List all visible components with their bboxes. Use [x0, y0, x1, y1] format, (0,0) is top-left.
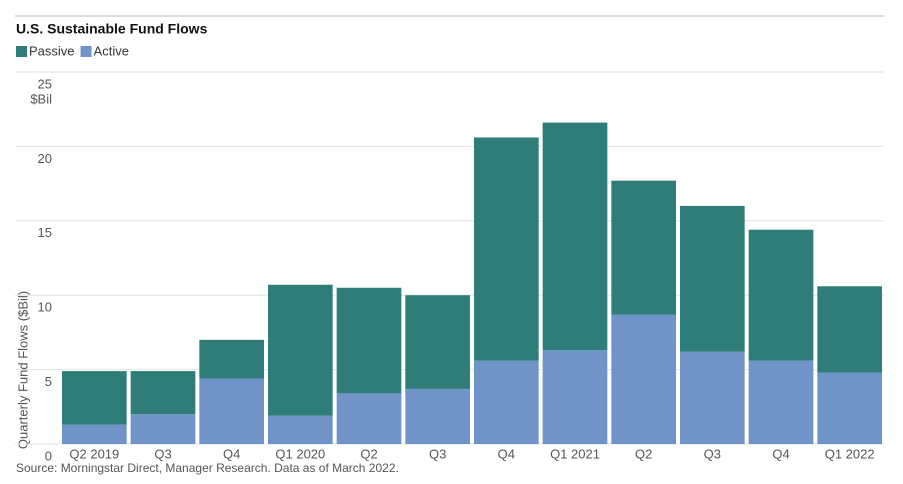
x-tick-label: Q4 — [772, 446, 789, 461]
legend-label: Passive — [29, 43, 75, 58]
bar-segment — [199, 339, 264, 379]
y-tick-label: 10 — [38, 300, 52, 315]
x-tick-label: Q2 — [635, 446, 652, 461]
bar-segment — [611, 314, 676, 444]
bar-segment — [542, 350, 608, 444]
bar-segment — [130, 371, 196, 415]
source-note: Source: Morningstar Direct, Manager Rese… — [16, 461, 399, 475]
y-tick-label: 20 — [38, 151, 52, 166]
bar-segment — [130, 414, 196, 444]
bar-segment — [62, 424, 127, 444]
legend-label: Active — [94, 43, 129, 58]
bar-segment — [474, 360, 539, 444]
y-tick-label: 0 — [45, 448, 52, 463]
y-unit: $Bil — [30, 91, 52, 106]
bar-segment — [680, 205, 745, 352]
x-tick-label: Q4 — [223, 446, 240, 461]
bar-segment — [542, 122, 608, 351]
y-tick-label: 25 — [38, 76, 52, 91]
bar-segment — [62, 371, 127, 425]
x-tick-label: Q2 2019 — [69, 446, 119, 461]
bar-segment — [474, 137, 539, 361]
y-tick-label: 5 — [45, 374, 52, 389]
x-tick-label: Q4 — [498, 446, 515, 461]
bar-segment — [611, 180, 676, 315]
bar-segment — [405, 388, 470, 444]
chart-title: U.S. Sustainable Fund Flows — [16, 21, 208, 37]
bar-segment — [680, 351, 745, 444]
bar-segment — [817, 372, 882, 444]
x-tick-label: Q1 2020 — [275, 446, 325, 461]
bar-segment — [336, 393, 402, 444]
legend-swatch — [16, 46, 27, 57]
x-tick-label: Q1 2021 — [550, 446, 600, 461]
y-tick-label: 15 — [38, 225, 52, 240]
legend-swatch — [80, 46, 92, 57]
bar-segment — [748, 360, 814, 444]
bar-segment — [748, 229, 814, 361]
bar-segment — [817, 286, 882, 373]
x-tick-label: Q2 — [360, 446, 377, 461]
x-tick-label: Q3 — [429, 446, 446, 461]
x-tick-label: Q3 — [154, 446, 171, 461]
bar-segment — [268, 415, 333, 444]
x-tick-label: Q1 2022 — [825, 446, 875, 461]
bar-segment — [336, 287, 402, 394]
bar-segment — [199, 378, 264, 444]
x-tick-label: Q3 — [704, 446, 721, 461]
bar-segment — [268, 284, 333, 416]
bar-segment — [405, 295, 470, 389]
